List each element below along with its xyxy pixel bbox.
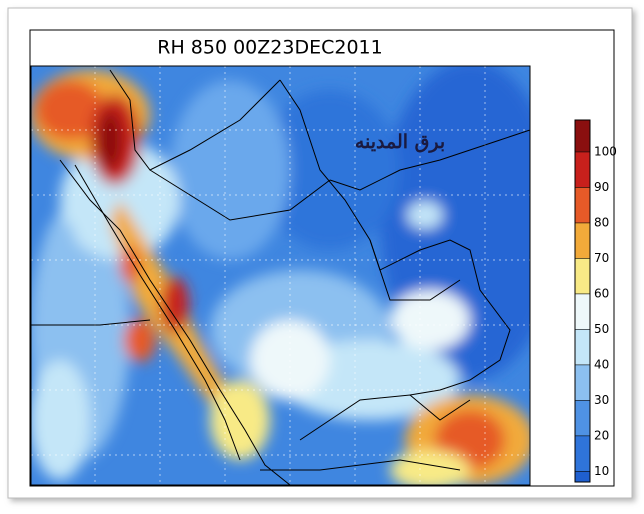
colorbar-tick-label: 90 — [594, 180, 609, 194]
colorbar-band — [575, 471, 590, 482]
colorbar-band — [575, 151, 590, 188]
field-patch — [120, 247, 140, 283]
field-patch — [98, 110, 122, 170]
colorbar-tick-label: 20 — [594, 428, 609, 442]
colorbar-band — [575, 120, 590, 152]
borders — [31, 69, 530, 485]
field-patch — [161, 277, 189, 333]
colorbar-band — [575, 222, 590, 259]
field-patch — [170, 80, 290, 260]
colorbar-band — [575, 400, 590, 436]
colorbar: 10 20 30 40 50 60 70 80 90 100 — [574, 119, 617, 483]
colorbar-tick-label: 10 — [594, 464, 609, 478]
colorbar-border — [574, 119, 591, 483]
watermark: برق المدينه — [355, 131, 445, 153]
colorbar-tick-label: 40 — [594, 357, 609, 371]
field-patch — [390, 450, 470, 485]
colorbar-tick-label: 100 — [594, 144, 617, 158]
colorbar-band — [575, 187, 590, 223]
field-patch — [407, 201, 443, 229]
colorbar-band — [575, 293, 590, 330]
colorbar-tick-label: 50 — [594, 322, 609, 336]
field-patch — [31, 360, 90, 480]
colorbar-tick-label: 30 — [594, 393, 609, 407]
colorbar-band — [575, 364, 590, 401]
colorbar-tick-label: 70 — [594, 251, 609, 265]
map-border — [30, 65, 531, 486]
colorbar-tick-label: 60 — [594, 286, 609, 300]
field-patch — [45, 220, 75, 260]
field-patch — [390, 290, 470, 350]
colorbar-band — [575, 435, 590, 472]
colorbar-tick-label: 80 — [594, 215, 609, 229]
field-patch — [210, 380, 270, 460]
map — [31, 66, 530, 485]
field-patch — [124, 318, 156, 362]
colorbar-band — [575, 258, 590, 294]
field-patch — [35, 80, 105, 140]
colorbar-band — [575, 329, 590, 365]
title: RH 850 00Z23DEC2011 — [157, 37, 382, 59]
graticule — [31, 66, 530, 485]
